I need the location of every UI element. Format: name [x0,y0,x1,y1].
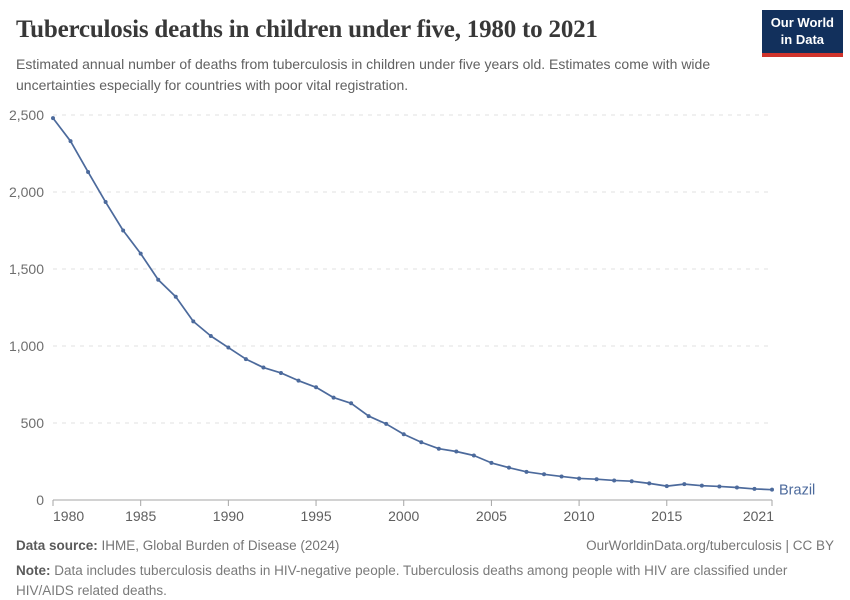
series-end-label: Brazil [779,482,815,498]
owid-logo: Our World in Data [761,10,843,57]
y-axis-tick-label: 0 [36,492,44,508]
note-value: Data includes tuberculosis deaths in HIV… [16,562,788,598]
data-point [419,440,424,444]
data-point [664,483,669,488]
data-point [226,345,231,350]
data-point [524,469,529,474]
owid-logo-line2: in Data [780,31,825,47]
chart-footer: Data source: IHME, Global Burden of Dise… [0,537,850,600]
x-axis-tick-label: 2005 [476,508,507,524]
data-point [208,333,213,338]
data-line-brazil [52,116,773,491]
data-point [138,251,143,256]
data-source-text: Data source: IHME, Global Burden of Dise… [16,537,339,555]
data-point [752,486,757,491]
data-point [647,481,652,486]
data-point [314,385,319,390]
note-label: Note: [16,562,51,578]
data-point [542,472,547,477]
x-axis-tick-label: 1995 [300,508,331,524]
data-point [577,476,582,481]
x-axis-tick-label: 1985 [125,508,156,524]
data-point [699,483,704,488]
x-axis-tick-label: 1990 [213,508,244,524]
note-text: Note: Data includes tuberculosis deaths … [16,561,834,600]
chart-header: Tuberculosis deaths in children under fi… [0,0,850,96]
data-point [770,487,774,492]
data-point [717,484,722,489]
data-point [103,199,108,204]
data-point [278,370,283,375]
data-point [401,431,406,436]
y-axis-tick-label: 1,000 [9,338,44,354]
data-point [366,413,371,418]
y-axis-tick-label: 2,000 [9,184,44,200]
data-point [68,138,73,143]
x-axis-tick-label: 2000 [388,508,419,524]
data-point [471,453,476,458]
data-point [243,356,248,361]
data-point [173,294,178,299]
data-point [296,378,301,383]
page-title: Tuberculosis deaths in children under fi… [16,16,598,43]
source-row: Data source: IHME, Global Burden of Dise… [16,537,834,555]
x-axis-tick-label: 2010 [564,508,595,524]
data-point [734,485,739,490]
credit-link[interactable]: OurWorldinData.org/tuberculosis | CC BY [586,537,834,553]
y-axis-tick-label: 2,500 [9,107,44,123]
data-point [261,365,266,370]
data-point [121,228,126,233]
x-axis-tick-label: 2015 [651,508,682,524]
data-point [156,277,161,282]
data-point [682,481,687,486]
data-point [349,401,354,406]
data-point [331,395,336,400]
data-point [436,446,441,451]
data-source-label: Data source: [16,537,98,553]
data-point [86,169,91,174]
data-point [384,421,389,426]
y-axis-tick-label: 500 [21,415,45,431]
data-point [191,319,196,324]
data-point [489,460,494,465]
page-subtitle: Estimated annual number of deaths from t… [16,55,711,93]
chart-area: 0 500 1,000 1,500 2,000 2,500 1980 1985 1990 1995… [0,100,850,528]
data-point [454,449,459,454]
line-chart: 0 500 1,000 1,500 2,000 2,500 1980 1985 1990 1995… [9,107,815,524]
y-axis-tick-label: 1,500 [9,261,44,277]
owid-logo-line1: Our World [770,15,834,30]
data-point [51,115,55,120]
data-point [506,465,511,470]
data-point [629,478,634,483]
data-source-value: IHME, Global Burden of Disease (2024) [97,537,340,553]
x-axis-tick-label: 1980 [53,508,84,524]
x-axis-tick-label: 2021 [743,508,774,524]
data-point [612,478,617,483]
data-point [594,476,599,481]
data-point [559,474,564,479]
